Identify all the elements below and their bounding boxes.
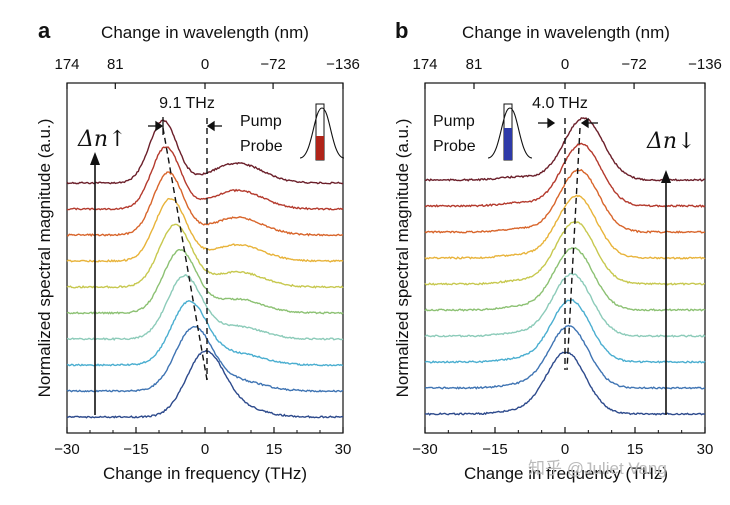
top-tick-label: −72 bbox=[621, 56, 646, 73]
panel-a-curves bbox=[66, 119, 344, 419]
x-tick-label: 30 bbox=[335, 441, 352, 458]
panel-b-shift-label: 4.0 THz bbox=[532, 95, 588, 112]
panel-b-delta-n-label: Δn↓ bbox=[646, 129, 696, 154]
top-tick-label: −72 bbox=[260, 56, 285, 73]
x-tick-label: 15 bbox=[266, 441, 283, 458]
panel-a-letter: a bbox=[38, 18, 51, 43]
panel-b-legend-probe: Probe bbox=[433, 138, 476, 155]
watermark: 知乎 @Juliet Vang bbox=[528, 459, 667, 478]
panel-a-ticks: −30 −15 0 15 30 174 81 0 −72 −136 bbox=[54, 56, 360, 458]
top-tick-label: −136 bbox=[688, 56, 722, 73]
spectrum-curve bbox=[66, 119, 343, 185]
panel-a-delta-n-arrow bbox=[90, 152, 100, 415]
top-tick-label: 174 bbox=[412, 56, 437, 73]
top-tick-label: 81 bbox=[107, 56, 124, 73]
x-tick-label: −30 bbox=[54, 441, 79, 458]
top-tick-label: 0 bbox=[201, 56, 209, 73]
spectrum-curve bbox=[66, 248, 344, 315]
x-tick-label: −15 bbox=[123, 441, 148, 458]
spectrum-curve bbox=[424, 272, 706, 338]
spectrum-curve bbox=[67, 274, 344, 341]
panel-b-letter: b bbox=[395, 18, 408, 43]
panel-b-shift-arrows bbox=[538, 117, 598, 129]
panel-b-x-axis-title: Change in frequency (THz) bbox=[464, 464, 668, 483]
panel-b-delta-n-arrow bbox=[661, 170, 671, 415]
panel-a-top-axis-title: Change in wavelength (nm) bbox=[101, 23, 309, 42]
spectrum-curve bbox=[424, 194, 706, 260]
panel-a-shift-label: 9.1 THz bbox=[159, 95, 215, 112]
x-tick-label: −15 bbox=[482, 441, 507, 458]
spectrum-curve bbox=[66, 300, 344, 367]
panel-a-legend-probe: Probe bbox=[240, 138, 283, 155]
x-tick-label: −30 bbox=[412, 441, 437, 458]
x-tick-label: 30 bbox=[697, 441, 714, 458]
panel-b-y-axis-title: Normalized spectral magnitude (a.u.) bbox=[393, 119, 412, 398]
spectrum-curve bbox=[66, 197, 344, 263]
top-tick-label: 0 bbox=[561, 56, 569, 73]
spectrum-curve bbox=[66, 349, 344, 419]
panel-b-legend-pump: Pump bbox=[433, 113, 475, 130]
panel-a-shift-arrows bbox=[148, 117, 222, 135]
panel-b-top-axis-title: Change in wavelength (nm) bbox=[462, 23, 670, 42]
panel-b-pulse-icon bbox=[487, 103, 533, 161]
panel-a-delta-n-label: Δn↑ bbox=[77, 127, 127, 152]
panel-b: b Change in wavelength (nm) Normalized s… bbox=[393, 18, 722, 483]
spectrum-curve bbox=[66, 223, 344, 289]
spectrum-curve bbox=[66, 146, 344, 211]
spectrum-curve bbox=[66, 325, 344, 393]
panel-a-peak-trend bbox=[162, 127, 208, 381]
panel-a-pulse-icon bbox=[299, 103, 345, 161]
top-tick-label: 81 bbox=[466, 56, 483, 73]
panel-a-x-axis-title: Change in frequency (THz) bbox=[103, 464, 307, 483]
spectrum-curve bbox=[424, 324, 706, 390]
panel-a: a Change in wavelength (nm) Normalized s… bbox=[35, 18, 360, 483]
panel-a-y-axis-title: Normalized spectral magnitude (a.u.) bbox=[35, 119, 54, 398]
top-tick-label: −136 bbox=[326, 56, 360, 73]
x-tick-label: 0 bbox=[561, 441, 569, 458]
top-tick-label: 174 bbox=[54, 56, 79, 73]
x-tick-label: 15 bbox=[627, 441, 644, 458]
spectrum-curve bbox=[66, 171, 344, 237]
panel-a-legend-pump: Pump bbox=[240, 113, 282, 130]
panel-b-ticks: −30 −15 0 15 30 174 81 0 −72 −136 bbox=[412, 56, 722, 458]
panel-b-peak-trend bbox=[566, 127, 581, 371]
x-tick-label: 0 bbox=[201, 441, 209, 458]
